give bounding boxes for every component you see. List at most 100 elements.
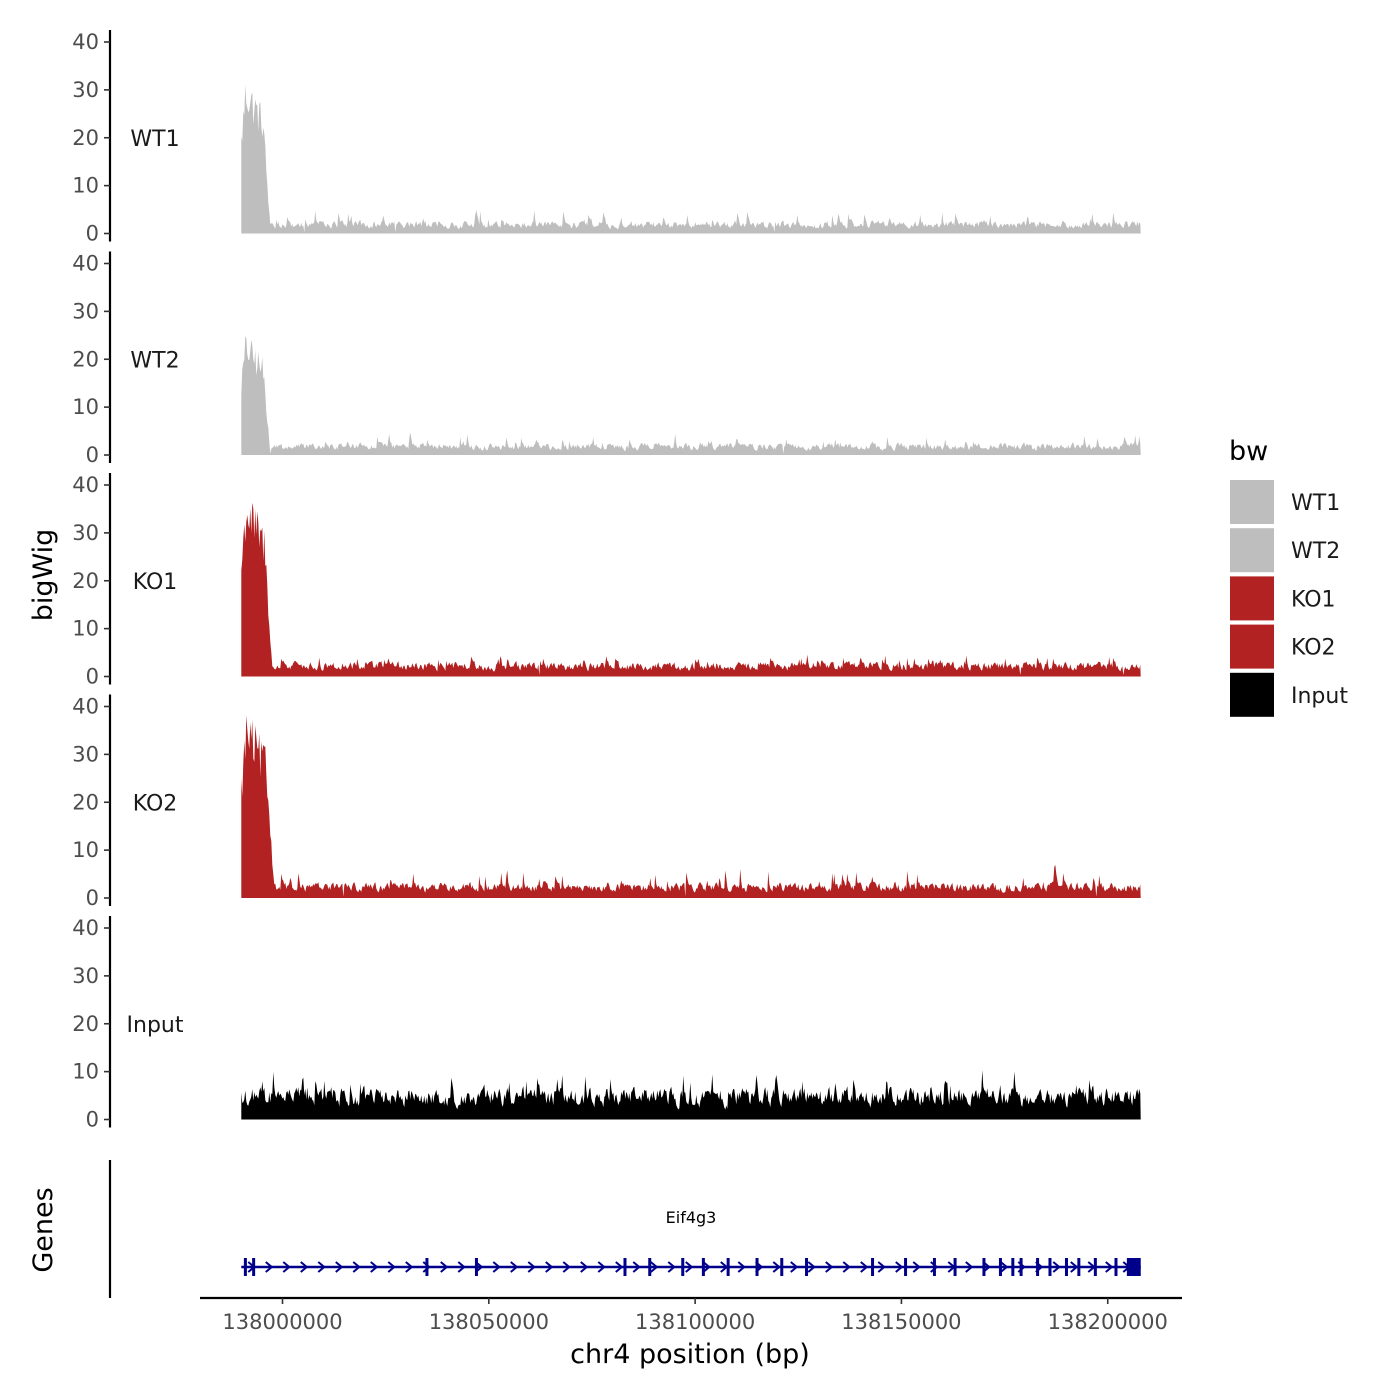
track-ko1: 0 10 20 30 40 KO1 [72,473,1141,689]
legend-swatch [1230,528,1274,573]
strand-chevron [1052,1261,1061,1273]
genes-layer: Eif4g3 [108,1160,1141,1298]
legend-swatch [1230,576,1274,621]
strand-chevron [597,1261,606,1273]
track-label: KO1 [133,570,178,595]
exon [1126,1258,1130,1276]
exon [243,1258,247,1276]
y-tick-label: 0 [86,1108,99,1132]
strand-chevron [457,1261,466,1273]
strand-chevron [965,1261,974,1273]
strand-chevron [632,1261,641,1273]
exon [1036,1258,1040,1276]
y-tick-label: 40 [72,916,99,940]
exon [755,1258,759,1276]
y-tick-label: 30 [72,521,99,545]
exon [681,1258,685,1276]
y-tick-label: 20 [72,1012,99,1036]
strand-chevron [667,1261,676,1273]
x-tick-label: 138050000 [429,1310,549,1334]
strand-chevron [387,1261,396,1273]
exon [701,1258,705,1276]
exon [932,1258,936,1276]
y-tick-label: 30 [72,964,99,988]
strand-chevron [702,1261,711,1273]
track-ko2: 0 10 20 30 40 KO2 [72,694,1141,910]
exon [474,1258,478,1276]
track-label: WT2 [130,348,179,373]
tracks-layer: 0 10 20 30 40 WT1 0 10 20 30 40 WT2 0 10 20 30 40 KO1 0 10 2… [72,30,1141,1132]
signal-area [241,1070,1141,1120]
y-tick-label: 0 [86,222,99,246]
strand-chevron [807,1261,816,1273]
strand-chevron [265,1261,274,1273]
strand-chevron [1105,1261,1114,1273]
strand-chevron [510,1261,519,1273]
exon [998,1258,1002,1276]
exon [252,1258,256,1276]
strand-chevron [317,1261,326,1273]
signal-area [241,715,1141,898]
y-axis-title: bigWig [28,529,59,622]
strand-chevron [282,1261,291,1273]
exon [726,1258,730,1276]
legend-entry-label: Input [1291,684,1348,709]
legend-entry-label: WT2 [1291,539,1340,564]
strand-chevron [1070,1261,1079,1273]
x-axis: 138000000 138050000 138100000 138150000 1382… [200,1296,1182,1334]
y-tick-label: 10 [72,1060,99,1084]
x-tick-label: 138200000 [1048,1310,1168,1334]
exon [1048,1258,1052,1276]
exon [1114,1258,1118,1276]
x-tick-label: 138000000 [222,1310,342,1334]
strand-chevron [370,1261,379,1273]
legend-entry-label: KO2 [1291,636,1336,661]
strand-chevron [405,1261,414,1273]
strand-chevron [335,1261,344,1273]
legend-title: bw [1229,436,1268,467]
strand-chevron [912,1261,921,1273]
y-tick-label: 30 [72,78,99,102]
x-tick-label: 138100000 [635,1310,755,1334]
legend-entry-label: KO1 [1291,587,1336,612]
exon [1128,1258,1141,1276]
genes-axis-title: Genes [28,1187,59,1272]
exon [1093,1258,1097,1276]
y-tick-label: 30 [72,299,99,323]
strand-chevron [685,1261,694,1273]
strand-chevron [562,1261,571,1273]
y-tick-label: 20 [72,569,99,593]
track-wt2: 0 10 20 30 40 WT2 [72,251,1141,467]
strand-chevron [737,1261,746,1273]
y-tick-label: 20 [72,126,99,150]
strand-chevron [877,1261,886,1273]
y-tick-label: 0 [86,886,99,910]
track-wt1: 0 10 20 30 40 WT1 [72,30,1141,246]
strand-chevron [825,1261,834,1273]
strand-chevron [650,1261,659,1273]
y-tick-label: 0 [86,443,99,467]
strand-chevron [580,1261,589,1273]
signal-area [241,84,1141,234]
y-tick-label: 10 [72,395,99,419]
exon [1019,1258,1023,1276]
y-tick-label: 40 [72,473,99,497]
y-tick-label: 10 [72,617,99,641]
track-label: Input [127,1013,184,1038]
legend-swatch [1230,480,1274,524]
exon [425,1258,429,1276]
track-input: 0 10 20 30 40 Input [72,916,1141,1132]
legend-swatch [1230,624,1274,669]
exon [982,1258,986,1276]
strand-chevron [545,1261,554,1273]
y-tick-label: 20 [72,347,99,371]
signal-area [241,336,1141,455]
exon [871,1258,875,1276]
legend: bw WT1 WT2 KO1 KO2 Input [1229,436,1348,717]
exon [904,1258,908,1276]
exon [953,1258,957,1276]
strand-chevron [300,1261,309,1273]
strand-chevron [772,1261,781,1273]
y-tick-label: 40 [72,30,99,54]
